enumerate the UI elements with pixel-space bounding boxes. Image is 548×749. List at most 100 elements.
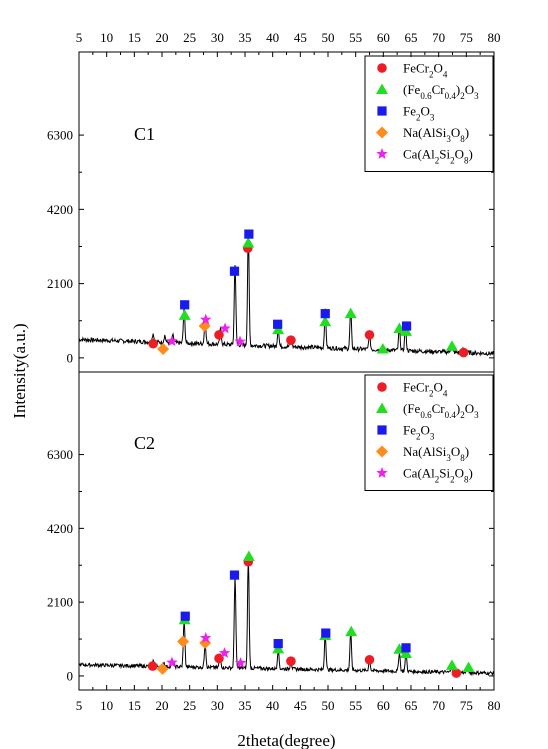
x-axis-label: 2theta(degree)	[237, 731, 335, 749]
x-tick-label: 30	[211, 698, 224, 713]
x-tick-label: 35	[239, 698, 252, 713]
x-tick-label: 10	[100, 698, 113, 713]
legend-marker-cal	[376, 467, 388, 478]
x-tick-label-top: 75	[460, 30, 473, 45]
peak-marker-fe2o3	[273, 639, 283, 649]
legend-label-nalsi: Na(AlSi3O8)	[403, 125, 469, 144]
x-tick-label-top: 20	[156, 30, 169, 45]
xrd-pattern-line	[78, 556, 495, 677]
peak-marker-fecr2o4	[214, 653, 224, 664]
peak-marker-fecr	[178, 309, 191, 320]
peak-marker-fe2o3	[321, 628, 331, 638]
panel-label: C1	[134, 124, 155, 144]
peak-marker-nalsi	[177, 635, 190, 648]
x-tick-label: 15	[128, 698, 141, 713]
peak-marker-fe2o3	[273, 319, 283, 329]
peak-marker-cal	[218, 647, 231, 658]
peak-marker-fecr2o4	[364, 654, 375, 665]
x-tick-label: 65	[405, 698, 418, 713]
x-tick-label-top: 25	[183, 30, 196, 45]
x-tick-label: 50	[322, 698, 335, 713]
y-tick-label: 6300	[47, 128, 73, 143]
peak-marker-fecr	[445, 659, 458, 670]
legend-marker-nalsi	[376, 445, 388, 458]
legend-label-fecr: (Fe0.6Cr0.4)2O3	[403, 82, 479, 101]
legend-label-fecr2o4: FeCr2O4	[403, 61, 448, 80]
x-axis: 5510101515202025253030353540404545505055…	[76, 30, 501, 713]
legend-marker-fecr	[376, 402, 388, 413]
peak-marker-fecr2o4	[148, 338, 158, 349]
peak-marker-fecr2o4	[451, 668, 462, 678]
legend-label-fecr2o4: FeCr2O4	[403, 380, 448, 399]
peak-marker-fecr2o4	[286, 656, 296, 666]
x-tick-label-top: 40	[266, 30, 279, 45]
peak-marker-fecr2o4	[147, 661, 158, 671]
peak-marker-fecr2o4	[286, 335, 296, 345]
peak-marker-fecr2o4	[364, 330, 375, 340]
y-axis-label: Intensity(a.u.)	[10, 323, 29, 418]
peak-marker-fecr	[400, 647, 413, 658]
peak-marker-fecr2o4	[458, 347, 469, 358]
xrd-pattern-line	[78, 232, 495, 357]
x-tick-label-top: 10	[100, 30, 113, 45]
legend-label-cal: Ca(Al2Si2O8)	[403, 466, 473, 485]
peak-marker-cal	[219, 322, 231, 334]
peak-marker-fecr	[344, 307, 357, 319]
legend-label-fe2o3: Fe2O3	[403, 423, 435, 442]
legend-label-fe2o3: Fe2O3	[403, 104, 435, 123]
x-tick-label-top: 60	[377, 30, 390, 45]
y-tick-label: 0	[67, 350, 74, 365]
x-tick-label-top: 65	[405, 30, 418, 45]
y-tick-label: 4200	[47, 202, 73, 217]
x-tick-label-top: 50	[322, 30, 335, 45]
peak-marker-fecr	[345, 625, 358, 637]
legend-marker-cal	[376, 148, 388, 159]
x-tick-label-top: 70	[432, 30, 445, 45]
x-tick-label-top: 35	[239, 30, 252, 45]
x-tick-label: 60	[377, 698, 390, 713]
x-tick-label-top: 5	[76, 30, 83, 45]
peak-marker-cal	[234, 656, 247, 668]
peak-marker-nalsi	[156, 662, 169, 675]
panel-label: C2	[134, 433, 155, 453]
peak-marker-cal	[166, 335, 178, 347]
legend-label-fecr: (Fe0.6Cr0.4)2O3	[403, 401, 479, 420]
peak-marker-fecr	[376, 343, 389, 354]
legend-marker-fecr2o4	[377, 63, 387, 73]
peak-marker-cal	[200, 313, 212, 325]
peak-marker-fe2o3	[180, 611, 190, 621]
y-tick-label: 6300	[47, 447, 73, 462]
x-tick-label: 5	[76, 698, 83, 713]
peak-marker-fecr	[242, 550, 255, 561]
peak-marker-fe2o3	[180, 300, 190, 310]
peak-marker-nalsi	[157, 343, 170, 356]
x-tick-label-top: 30	[211, 30, 224, 45]
x-tick-label-top: 55	[349, 30, 362, 45]
legend-marker-fe2o3	[377, 425, 387, 435]
legend: FeCr2O4 (Fe0.6Cr0.4)2O3 Fe2O3 Na(AlSi3O8) Ca…	[364, 374, 494, 491]
peak-marker-fecr	[242, 236, 255, 248]
peak-marker-fe2o3	[401, 321, 412, 331]
legend-marker-fe2o3	[377, 106, 387, 116]
x-tick-label-top: 15	[128, 30, 141, 45]
peak-marker-fecr	[445, 340, 458, 351]
y-tick-label: 2100	[47, 276, 73, 291]
y-axis: 0 2100 4200 6300 0 2100 4200 6300	[47, 128, 494, 683]
legend-marker-nalsi	[376, 126, 388, 139]
panel-c2: C2 FeCr2O4 (Fe0.6Cr0.4)2O3 Fe2O3 Na(AlSi3O8)…	[78, 374, 495, 678]
x-tick-label: 25	[183, 698, 196, 713]
panels: C1 FeCr2O4 (Fe0.6Cr0.4)2O3 Fe2O3 Na(AlSi3O8)…	[78, 55, 495, 678]
peak-marker-fecr	[319, 315, 332, 327]
x-tick-label: 75	[460, 698, 473, 713]
x-tick-label: 40	[266, 698, 279, 713]
legend-marker-fecr2o4	[377, 382, 387, 392]
peak-marker-cal	[166, 656, 178, 668]
peak-marker-cal	[200, 632, 212, 643]
x-tick-label: 20	[156, 698, 169, 713]
legend-label-cal: Ca(Al2Si2O8)	[403, 147, 473, 166]
legend-marker-fecr	[376, 83, 388, 94]
x-tick-label: 80	[488, 698, 501, 713]
peak-marker-fe2o3	[320, 309, 330, 319]
y-tick-label: 2100	[47, 595, 73, 610]
